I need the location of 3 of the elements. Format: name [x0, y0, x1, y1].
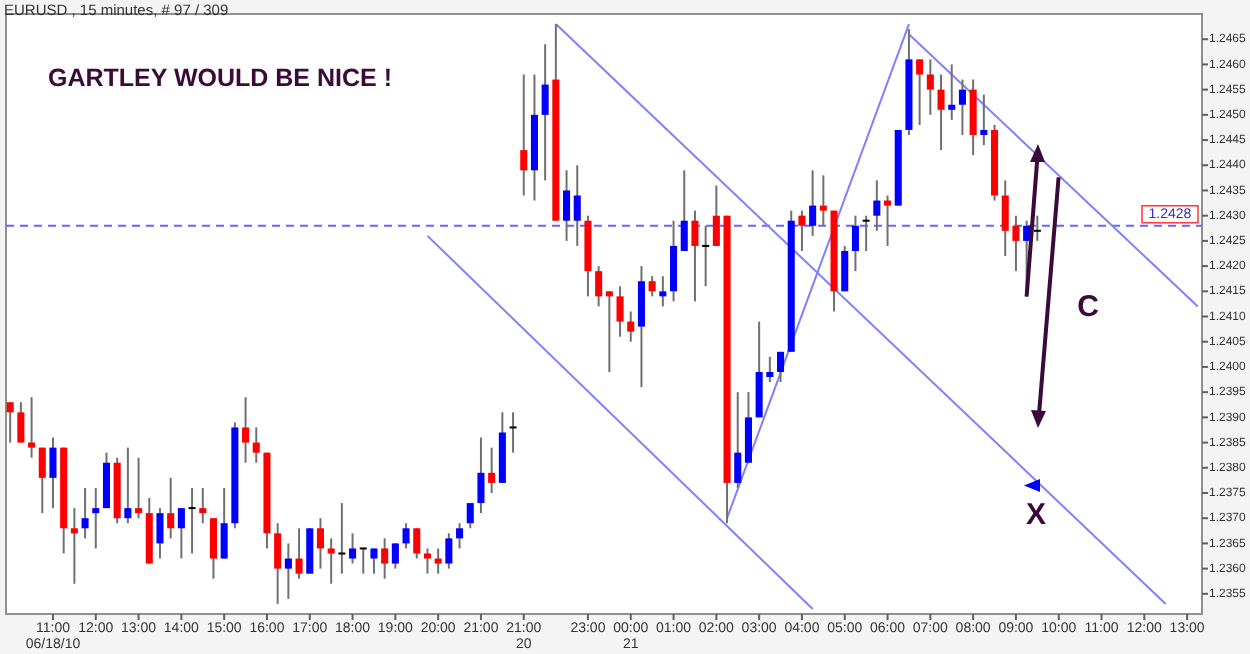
annotation: GARTLEY WOULD BE NICE ! [48, 64, 392, 92]
annotation: X [1025, 498, 1047, 532]
annotation: C [1077, 290, 1100, 324]
